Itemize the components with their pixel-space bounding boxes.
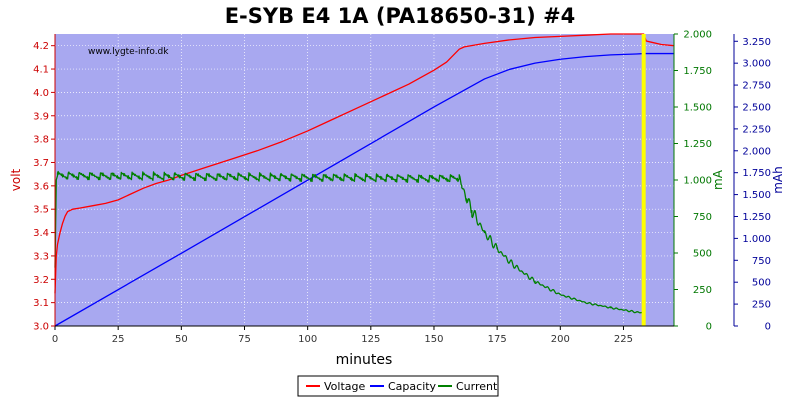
legend-box [297, 375, 499, 397]
chart-title: E-SYB E4 1A (PA18650-31) #4 [225, 4, 576, 28]
capacity-tick-label: 3.250 [742, 37, 771, 48]
voltage-tick-label: 3.0 [33, 322, 49, 333]
legend-label-current: Current [456, 380, 498, 393]
current-tick-label: 500 [693, 249, 712, 260]
end-marker [641, 34, 646, 326]
voltage-tick-label: 3.7 [33, 158, 49, 169]
capacity-tick-label: 1.500 [742, 190, 771, 201]
x-tick-label: 100 [298, 334, 317, 345]
voltage-tick-label: 4.0 [33, 88, 49, 99]
current-tick-label: 250 [693, 285, 712, 296]
x-tick-label: 200 [551, 334, 570, 345]
capacity-tick-label: 2.250 [742, 124, 771, 135]
capacity-tick-label: 1.000 [742, 234, 771, 245]
current-tick-label: 750 [693, 212, 712, 223]
watermark: www.lygte-info.dk [88, 47, 169, 57]
x-tick-label: 75 [238, 334, 251, 345]
capacity-tick-label: 1.250 [742, 212, 771, 223]
current-tick-label: 0 [706, 322, 712, 333]
x-tick-label: 25 [112, 334, 125, 345]
voltage-tick-label: 4.2 [33, 41, 49, 52]
x-tick-label: 0 [52, 334, 58, 345]
current-tick-label: 1.250 [683, 139, 712, 150]
capacity-tick-label: 2.750 [742, 81, 771, 92]
voltage-tick-label: 4.1 [33, 65, 49, 76]
legend-label-voltage: Voltage [324, 380, 365, 393]
voltage-tick-label: 3.6 [33, 181, 49, 192]
voltage-tick-label: 3.1 [33, 298, 49, 309]
series-line-current [54, 170, 645, 327]
voltage-tick-label: 3.4 [33, 228, 49, 239]
capacity-tick-label: 0 [765, 322, 771, 333]
axes-layer: 0 25 50 75 100 125 150 175 200 225 3.0 3.1 3.2 3.3 3.4… [33, 30, 771, 346]
capacity-tick-label: 2.000 [742, 146, 771, 157]
voltage-tick-label: 3.8 [33, 135, 49, 146]
legend-label-capacity: Capacity [388, 380, 437, 393]
current-tick-label: 1.000 [683, 176, 712, 187]
series-layer [54, 33, 675, 327]
current-tick-label: 1.500 [683, 103, 712, 114]
x-tick-label: 125 [361, 334, 380, 345]
voltage-tick-label: 3.3 [33, 251, 49, 262]
x-tick-label: 225 [614, 334, 633, 345]
current-tick-label: 2.000 [683, 30, 712, 41]
series-line-voltage [54, 33, 675, 294]
capacity-tick-label: 750 [752, 256, 771, 267]
capacity-axis-title: mAh [771, 166, 785, 194]
capacity-tick-label: 500 [752, 278, 771, 289]
capacity-tick-label: 3.000 [742, 59, 771, 70]
x-tick-label: 150 [424, 334, 443, 345]
capacity-tick-label: 2.500 [742, 102, 771, 113]
capacity-tick-label: 250 [752, 300, 771, 311]
current-axis-title: mA [711, 169, 725, 190]
series-line-capacity [54, 52, 674, 327]
x-tick-label: 175 [488, 334, 507, 345]
voltage-axis-title: volt [9, 168, 23, 191]
legend: Voltage Capacity Current [297, 375, 499, 397]
current-tick-label: 1.750 [683, 66, 712, 77]
x-axis-title: minutes [336, 352, 393, 368]
voltage-tick-label: 3.5 [33, 205, 49, 216]
voltage-tick-label: 3.2 [33, 275, 49, 286]
voltage-tick-label: 3.9 [33, 111, 49, 122]
x-tick-label: 50 [175, 334, 188, 345]
capacity-tick-label: 1.750 [742, 168, 771, 179]
